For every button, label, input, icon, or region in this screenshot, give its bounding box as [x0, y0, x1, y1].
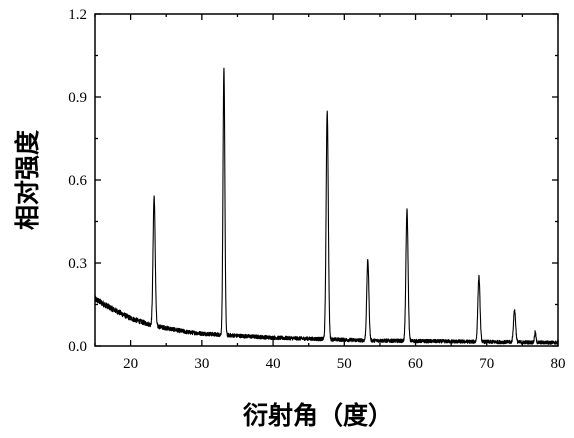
xrd-pattern-line [94, 67, 559, 345]
y-tick-label: 0.6 [68, 173, 87, 189]
x-tick-label: 60 [408, 356, 423, 372]
plot-area [94, 67, 559, 345]
x-tick-label: 20 [123, 356, 138, 372]
y-axis-title: 相对强度 [13, 130, 42, 230]
y-tick-label: 0.9 [68, 90, 87, 106]
x-tick-label: 80 [551, 356, 566, 372]
y-tick-label: 0.0 [68, 339, 87, 355]
x-tick-label: 50 [337, 356, 352, 372]
axis-ticks: 20 30 40 50 60 70 80 0.0 0.3 0.6 0.9 1.2 [68, 7, 565, 372]
x-axis-title: 衍射角（度） [243, 401, 393, 430]
x-tick-label: 30 [194, 356, 209, 372]
y-tick-label: 1.2 [68, 7, 87, 23]
y-tick-label: 0.3 [68, 256, 87, 272]
x-tick-label: 70 [479, 356, 494, 372]
x-tick-label: 40 [266, 356, 281, 372]
